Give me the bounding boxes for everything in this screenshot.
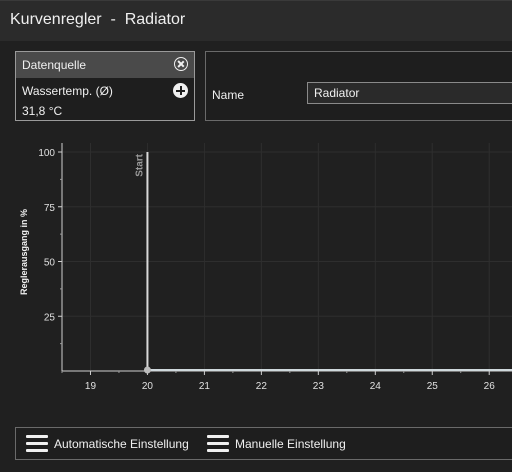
datasource-value: 31,8 °C: [22, 104, 63, 118]
datasource-header-label: Datenquelle: [22, 58, 87, 72]
y-tick-label: 100: [38, 148, 55, 159]
chart-svg[interactable]: 25 50 75 100 19 20 21 22 23 24 25 26 Reglerausgang i…: [0, 135, 512, 395]
name-input[interactable]: [307, 82, 512, 104]
y-tick-label: 50: [44, 258, 56, 269]
hamburger-menu-icon: [207, 434, 229, 453]
close-icon[interactable]: [174, 57, 188, 71]
y-axis-label: Reglerausgang in %: [19, 209, 29, 295]
auto-mode-button[interactable]: Automatische Einstellung: [26, 428, 189, 459]
x-tick-label: 22: [256, 381, 268, 392]
x-tick-label: 19: [85, 381, 97, 392]
add-icon[interactable]: [173, 83, 188, 98]
x-tick-label: 20: [142, 381, 154, 392]
manual-mode-label: Manuelle Einstellung: [235, 436, 346, 451]
datasource-panel: Datenquelle Wassertemp. (Ø) 31,8 °C: [15, 51, 195, 121]
datasource-source-label: Wassertemp. (Ø): [22, 84, 113, 98]
x-tick-label: 23: [313, 381, 325, 392]
x-tick-label: 26: [484, 381, 496, 392]
y-tick-label: 75: [44, 203, 56, 214]
hamburger-menu-icon: [26, 434, 48, 453]
manual-mode-button[interactable]: Manuelle Einstellung: [207, 428, 346, 459]
x-tick-label: 25: [427, 381, 439, 392]
curve-point[interactable]: [143, 366, 151, 374]
x-tick-label: 21: [199, 381, 211, 392]
start-marker-label: Start: [134, 153, 145, 176]
name-panel: Name: [205, 51, 512, 121]
datasource-header: Datenquelle: [16, 52, 194, 78]
title-bar: Kurvenregler - Radiator: [0, 0, 512, 41]
auto-mode-label: Automatische Einstellung: [54, 436, 189, 451]
y-tick-label: 25: [44, 312, 56, 323]
x-tick-label: 24: [370, 381, 382, 392]
curve-chart[interactable]: 25 50 75 100 19 20 21 22 23 24 25 26 Reglerausgang i…: [0, 135, 512, 395]
window-title: Kurvenregler - Radiator: [10, 11, 186, 28]
mode-bar: Automatische Einstellung Manuelle Einste…: [15, 427, 512, 460]
name-label: Name: [212, 88, 245, 102]
